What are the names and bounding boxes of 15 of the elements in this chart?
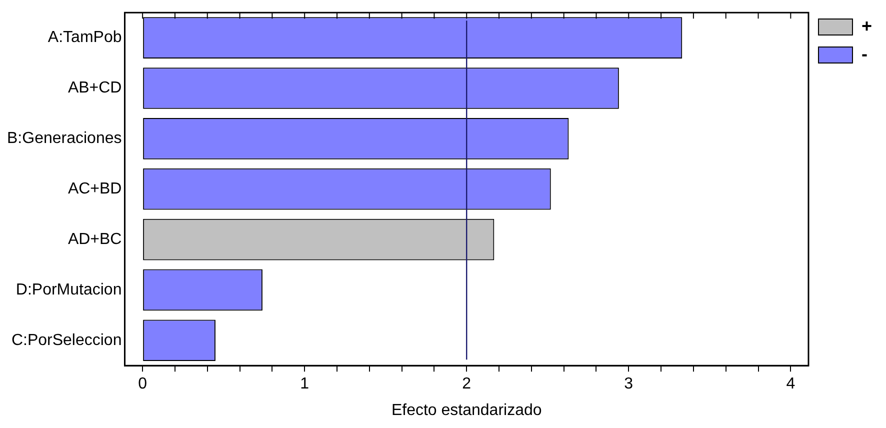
- y-tick-label: AB+CD: [68, 80, 122, 97]
- y-tick-label: A:TamPob: [48, 29, 122, 46]
- x-tick-label: 4: [786, 376, 796, 393]
- x-tick-label: 1: [300, 376, 310, 393]
- y-tick-label: C:PorSeleccion: [11, 332, 122, 349]
- y-tick-label: AC+BD: [68, 180, 122, 198]
- x-tick-label: 0: [138, 376, 148, 393]
- y-tick-label: B:Generaciones: [7, 130, 122, 148]
- x-tick-label: 3: [624, 376, 634, 393]
- y-tick-label: AD+BC: [68, 230, 122, 248]
- x-tick-label: 2: [462, 376, 472, 393]
- legend-label: +: [861, 16, 872, 36]
- y-tick-label: D:PorMutacion: [16, 281, 122, 298]
- legend-label: -: [861, 44, 868, 64]
- x-axis-title: Efecto estandarizado: [391, 402, 542, 419]
